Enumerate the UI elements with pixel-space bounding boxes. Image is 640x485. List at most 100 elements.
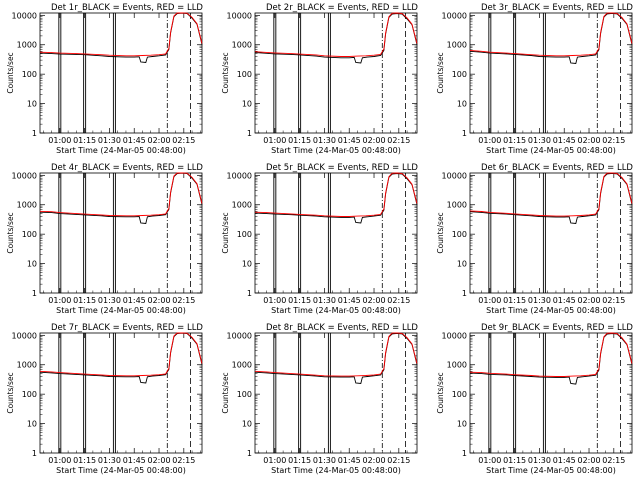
- x-tick-label: 02:15: [387, 456, 410, 465]
- y-tick-label: 100: [452, 390, 467, 399]
- y-tick-label: 100: [452, 230, 467, 239]
- panel-6: Det 6r_BLACK = Events, RED = LLD 1 10 100 10…: [436, 163, 633, 315]
- x-axis-label: Start Time (24-Mar-05 00:48:00): [56, 146, 186, 155]
- x-tick-label: 01:45: [123, 296, 146, 305]
- x-tick-label: 01:15: [73, 296, 96, 305]
- x-tick-label: 01:15: [288, 296, 311, 305]
- y-tick-label: 10000: [12, 11, 37, 20]
- y-axis-label: Counts/sec: [6, 52, 15, 93]
- y-axis-label: Counts/sec: [436, 212, 445, 253]
- y-tick-label: 10: [242, 100, 252, 109]
- y-tick-label: 1: [32, 449, 37, 458]
- y-tick-label: 100: [22, 70, 37, 79]
- x-tick-label: 02:15: [172, 136, 195, 145]
- chart-title: Det 3r_BLACK = Events, RED = LLD: [481, 3, 633, 13]
- chart-title: Det 4r_BLACK = Events, RED = LLD: [51, 163, 203, 173]
- series-line-lld: [469, 12, 633, 57]
- x-tick-label: 01:15: [503, 296, 526, 305]
- series-line-lld: [254, 332, 418, 377]
- chart-title: Det 2r_BLACK = Events, RED = LLD: [266, 3, 418, 13]
- y-tick-label: 1: [32, 289, 37, 298]
- y-tick-label: 1: [462, 449, 467, 458]
- x-tick-label: 02:15: [602, 136, 625, 145]
- x-tick-label: 01:30: [313, 296, 336, 305]
- y-tick-label: 10000: [12, 331, 37, 340]
- x-tick-label: 01:30: [98, 296, 121, 305]
- x-tick-label: 01:30: [528, 296, 551, 305]
- y-tick-label: 1: [247, 129, 252, 138]
- x-tick-label: 02:15: [387, 296, 410, 305]
- panel-9: Det 9r_BLACK = Events, RED = LLD 1 10 100 10…: [436, 323, 633, 475]
- x-axis-label: Start Time (24-Mar-05 00:48:00): [271, 306, 401, 315]
- panel-5: Det 5r_BLACK = Events, RED = LLD 1 10 100 10…: [221, 163, 418, 315]
- y-tick-label: 1: [462, 289, 467, 298]
- x-tick-label: 01:45: [123, 456, 146, 465]
- y-tick-label: 1000: [17, 41, 37, 50]
- y-tick-label: 10000: [227, 331, 252, 340]
- series-line-lld: [39, 172, 203, 217]
- y-tick-label: 1000: [232, 201, 252, 210]
- y-tick-label: 1: [247, 289, 252, 298]
- y-tick-label: 1000: [232, 361, 252, 370]
- y-tick-label: 1: [462, 129, 467, 138]
- x-axis-label: Start Time (24-Mar-05 00:48:00): [271, 466, 401, 475]
- x-axis-label: Start Time (24-Mar-05 00:48:00): [486, 306, 616, 315]
- x-tick-label: 01:30: [98, 136, 121, 145]
- plot-frame: [254, 172, 418, 294]
- y-tick-label: 10: [242, 260, 252, 269]
- y-tick-label: 100: [22, 390, 37, 399]
- panel-4: Det 4r_BLACK = Events, RED = LLD 1 10 100 10…: [6, 163, 203, 315]
- y-tick-label: 10000: [442, 11, 467, 20]
- x-tick-label: 02:00: [577, 456, 600, 465]
- y-tick-label: 1000: [17, 201, 37, 210]
- x-tick-label: 01:15: [288, 456, 311, 465]
- chart-title: Det 1r_BLACK = Events, RED = LLD: [51, 3, 203, 13]
- x-tick-label: 01:15: [503, 456, 526, 465]
- series-line-lld: [469, 172, 633, 217]
- series-line-lld: [39, 12, 203, 57]
- x-tick-label: 01:15: [503, 136, 526, 145]
- y-tick-label: 10000: [442, 331, 467, 340]
- x-tick-label: 01:00: [48, 296, 71, 305]
- x-tick-label: 02:15: [602, 296, 625, 305]
- y-tick-label: 100: [237, 390, 252, 399]
- y-tick-label: 100: [452, 70, 467, 79]
- y-axis-label: Counts/sec: [221, 212, 230, 253]
- x-tick-label: 01:45: [338, 136, 361, 145]
- panel-1: Det 1r_BLACK = Events, RED = LLD 1 10 100 10…: [6, 3, 203, 155]
- series-line-events: [254, 13, 418, 64]
- y-tick-label: 10000: [442, 171, 467, 180]
- x-tick-label: 02:15: [387, 136, 410, 145]
- x-tick-label: 01:30: [98, 456, 121, 465]
- series-line-events: [254, 173, 418, 224]
- plot-frame: [254, 12, 418, 134]
- x-tick-label: 01:00: [263, 136, 286, 145]
- x-tick-label: 01:15: [73, 136, 96, 145]
- y-tick-label: 1000: [447, 201, 467, 210]
- x-tick-label: 02:00: [147, 456, 170, 465]
- y-axis-label: Counts/sec: [221, 52, 230, 93]
- x-tick-label: 01:00: [263, 296, 286, 305]
- x-tick-label: 01:15: [288, 136, 311, 145]
- x-tick-label: 01:00: [478, 136, 501, 145]
- y-tick-label: 10: [457, 100, 467, 109]
- y-tick-label: 10: [27, 100, 37, 109]
- series-line-events: [39, 12, 203, 63]
- x-tick-label: 02:00: [147, 296, 170, 305]
- x-tick-label: 02:00: [147, 136, 170, 145]
- y-axis-label: Counts/sec: [6, 212, 15, 253]
- x-tick-label: 01:00: [478, 456, 501, 465]
- chart-title: Det 8r_BLACK = Events, RED = LLD: [266, 323, 418, 333]
- x-tick-label: 01:45: [338, 456, 361, 465]
- series-line-lld: [254, 12, 418, 57]
- x-tick-label: 02:15: [172, 296, 195, 305]
- x-tick-label: 01:00: [48, 456, 71, 465]
- x-tick-label: 01:00: [478, 296, 501, 305]
- chart-title: Det 5r_BLACK = Events, RED = LLD: [266, 163, 418, 173]
- x-tick-label: 02:00: [362, 296, 385, 305]
- chart-title: Det 9r_BLACK = Events, RED = LLD: [481, 323, 633, 333]
- y-tick-label: 100: [237, 70, 252, 79]
- plot-frame: [254, 332, 418, 454]
